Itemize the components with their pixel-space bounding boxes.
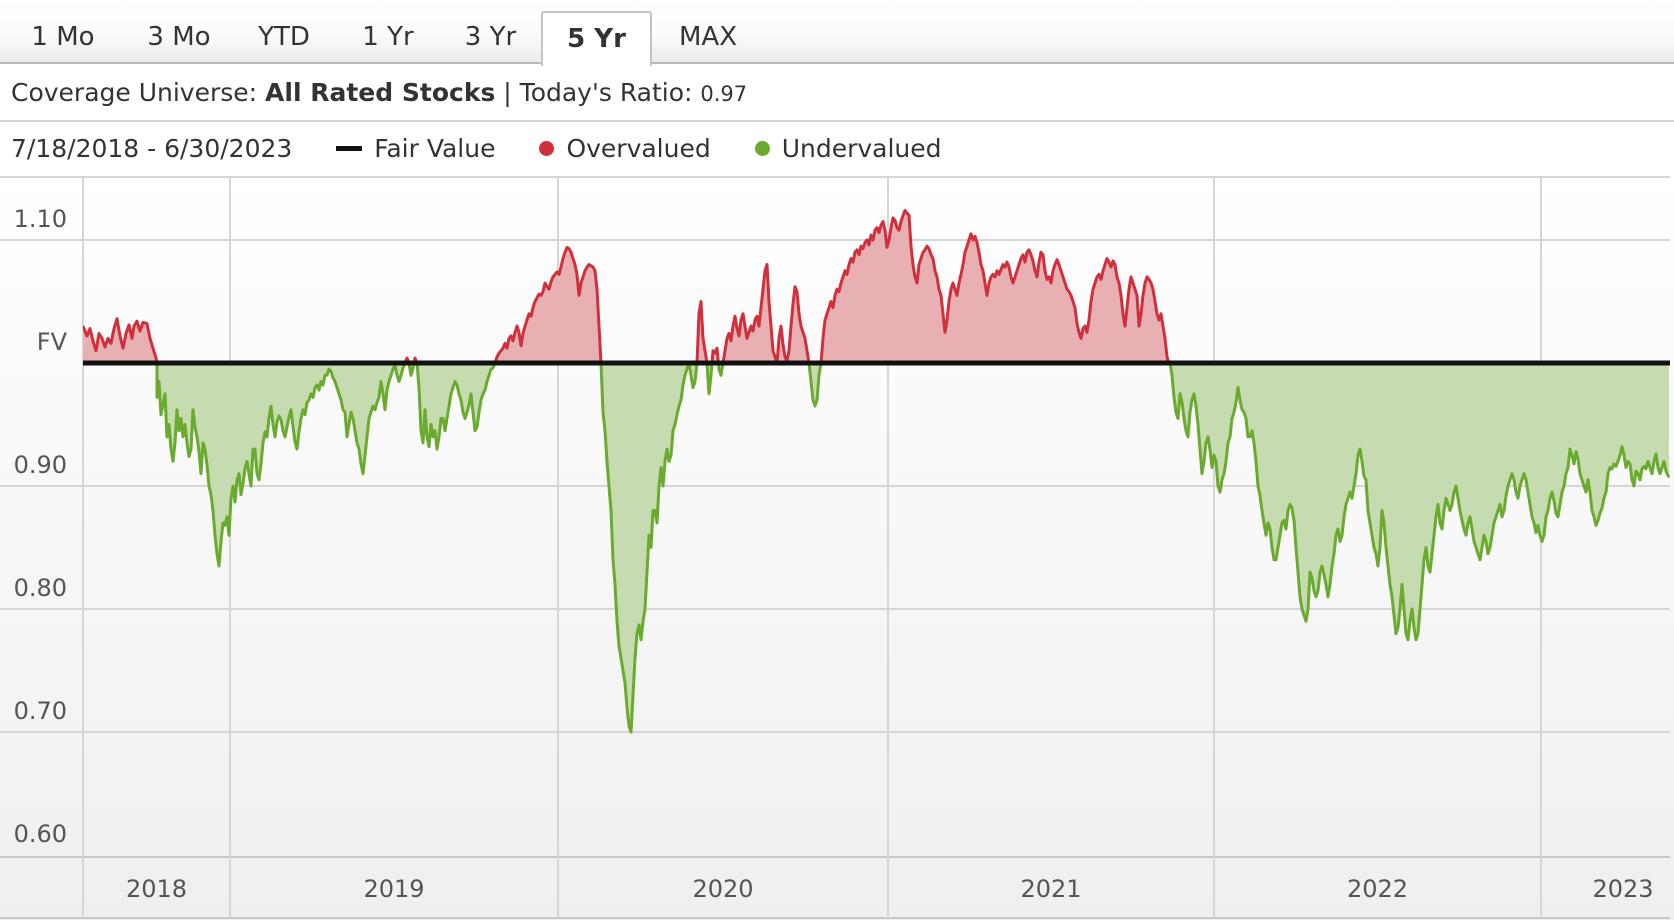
- undervalued-area: [83, 363, 1669, 732]
- svg-text:0.80: 0.80: [14, 574, 67, 602]
- tab-5-yr[interactable]: 5 Yr: [541, 11, 652, 66]
- chart-legend: 7/18/2018 - 6/30/2023 Fair Value Overval…: [0, 122, 1674, 176]
- legend-undervalued[interactable]: Undervalued: [754, 122, 942, 176]
- overvalued-line: [83, 209, 1172, 363]
- tab-3-yr[interactable]: 3 Yr: [464, 22, 517, 52]
- date-range: 7/18/2018 - 6/30/2023: [11, 134, 293, 163]
- svg-text:0.70: 0.70: [14, 697, 67, 725]
- coverage-universe-label: Coverage Universe:: [11, 78, 258, 107]
- svg-text:1.10: 1.10: [14, 205, 67, 233]
- undervalued-line: [155, 363, 1670, 734]
- todays-ratio-value: 0.97: [700, 82, 748, 106]
- tab-max[interactable]: MAX: [678, 22, 738, 52]
- data-areas: [83, 209, 1670, 734]
- svg-text:2020: 2020: [692, 875, 753, 903]
- svg-text:2022: 2022: [1347, 875, 1408, 903]
- undervalued-dot-icon: [754, 140, 770, 156]
- legend-fair-value[interactable]: Fair Value: [336, 122, 495, 176]
- y-axis-labels: 1.10 FV 0.90 0.80 0.70 0.60: [14, 205, 68, 848]
- tab-ytd[interactable]: YTD: [258, 22, 310, 52]
- overvalued-dot-icon: [539, 140, 555, 156]
- x-axis-labels: 2018 2019 2020 2021 2022 2023: [126, 875, 1654, 903]
- fair-value-line-icon: [336, 145, 363, 151]
- tab-1-yr[interactable]: 1 Yr: [362, 22, 414, 52]
- svg-text:0.60: 0.60: [14, 820, 67, 848]
- svg-text:FV: FV: [37, 328, 68, 356]
- svg-text:2021: 2021: [1020, 875, 1081, 903]
- tab-3-mo[interactable]: 3 Mo: [147, 22, 211, 52]
- info-separator: |: [503, 78, 512, 107]
- svg-text:0.90: 0.90: [14, 451, 67, 479]
- overvalued-area: [83, 210, 1669, 363]
- todays-ratio-label: Today's Ratio:: [519, 78, 693, 107]
- svg-text:2018: 2018: [126, 875, 187, 903]
- tab-1-mo[interactable]: 1 Mo: [31, 22, 95, 52]
- grid-lines: [0, 176, 1670, 919]
- legend-overvalued[interactable]: Overvalued: [539, 122, 711, 176]
- coverage-info-bar: Coverage Universe: All Rated Stocks | To…: [0, 64, 1674, 122]
- range-tab-bar: 1 Mo 3 Mo YTD 1 Yr 3 Yr 5 Yr MAX: [0, 0, 1674, 66]
- coverage-universe-value: All Rated Stocks: [265, 78, 496, 107]
- svg-text:2019: 2019: [363, 875, 424, 903]
- svg-text:2023: 2023: [1592, 875, 1653, 903]
